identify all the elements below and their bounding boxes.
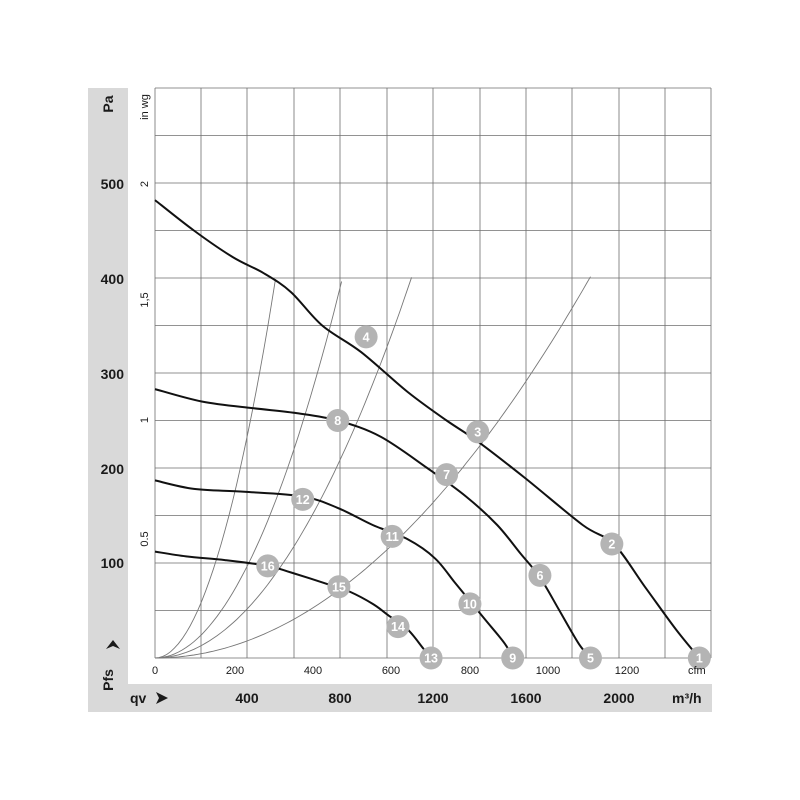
x-tick-400: 400 [235, 690, 259, 706]
marker-10: 10 [458, 592, 482, 616]
axis-ticks: 100 200 300 400 500 0.5 1 1,5 2 0 200 400 600 800 1000… [101, 176, 640, 706]
x2-tick-0: 0 [152, 665, 158, 677]
axis-labels: Pa in wg Pfs qv m³/h cfm [100, 94, 706, 706]
y-tick-500: 500 [101, 176, 125, 192]
fan-curve-2 [154, 388, 592, 659]
marker-circle-4 [354, 325, 378, 349]
flow-axis-label: qv [130, 690, 147, 706]
marker-label-12: 12 [296, 493, 310, 507]
fan-curve-4 [154, 550, 432, 659]
marker-circle-16 [256, 554, 280, 578]
marker-label-3: 3 [474, 425, 481, 439]
marker-circle-11 [380, 524, 404, 548]
marker-label-5: 5 [587, 652, 594, 666]
x2-tick-1000: 1000 [536, 665, 560, 677]
marker-3: 3 [466, 420, 490, 444]
marker-14: 14 [386, 615, 410, 639]
marker-label-9: 9 [509, 652, 516, 666]
x-tick-1200: 1200 [417, 690, 448, 706]
marker-15: 15 [327, 575, 351, 599]
marker-circle-9 [501, 646, 525, 670]
marker-label-2: 2 [608, 538, 615, 552]
marker-circle-13 [419, 646, 443, 670]
marker-label-14: 14 [391, 620, 405, 634]
x2-tick-200: 200 [226, 665, 244, 677]
marker-label-10: 10 [463, 597, 477, 611]
system-curve-3 [154, 281, 343, 659]
marker-4: 4 [354, 325, 378, 349]
pressure-arrow-icon [106, 640, 120, 649]
marker-label-4: 4 [363, 330, 370, 344]
marker-circle-3 [466, 420, 490, 444]
x-axis-unit-label: m³/h [672, 690, 702, 706]
x2-tick-600: 600 [382, 665, 400, 677]
fan-curve-1 [154, 199, 701, 659]
marker-circle-7 [435, 463, 459, 487]
marker-circle-8 [326, 409, 350, 432]
marker-circle-5 [578, 646, 602, 670]
marker-label-13: 13 [424, 652, 438, 666]
y-tick-400: 400 [101, 271, 125, 287]
x2-tick-1200: 1200 [615, 665, 639, 677]
left-axis-band [88, 88, 128, 712]
x-tick-1600: 1600 [510, 690, 541, 706]
marker-2: 2 [600, 532, 624, 556]
x2-tick-400: 400 [304, 665, 322, 677]
chart-grid [154, 87, 712, 659]
marker-5: 5 [578, 646, 602, 670]
marker-circle-14 [386, 615, 410, 639]
marker-circle-6 [528, 563, 552, 587]
y-secondary-unit-label: in wg [139, 94, 151, 120]
system-curve-4 [154, 279, 276, 659]
pressure-label-main: Pfs [100, 669, 116, 691]
marker-circle-12 [291, 487, 315, 511]
marker-label-11: 11 [386, 530, 399, 544]
y2-tick-1: 1 [139, 417, 151, 423]
marker-label-16: 16 [261, 559, 275, 573]
fan-curves [154, 199, 701, 659]
y2-tick-3: 2 [139, 181, 151, 187]
marker-12: 12 [291, 487, 315, 511]
marker-6: 6 [528, 563, 552, 587]
y-tick-100: 100 [101, 555, 125, 571]
marker-9: 9 [501, 646, 525, 670]
marker-8: 8 [326, 409, 350, 432]
fan-curve-3 [154, 479, 514, 659]
marker-16: 16 [256, 554, 280, 578]
marker-label-7: 7 [443, 468, 450, 482]
marker-label-8: 8 [334, 414, 341, 428]
flow-arrow-icon [156, 692, 168, 704]
marker-7: 7 [435, 463, 459, 487]
y-tick-200: 200 [101, 461, 125, 477]
x-tick-2000: 2000 [603, 690, 634, 706]
pressure-axis-label: Pfs [100, 669, 116, 691]
marker-13: 13 [419, 646, 443, 670]
bottom-axis-band [88, 684, 712, 712]
marker-11: 11 [380, 524, 404, 548]
marker-circle-10 [458, 592, 482, 616]
system-curve-1 [155, 276, 591, 659]
x-tick-800: 800 [328, 690, 352, 706]
x-secondary-unit-label: cfm [688, 665, 706, 677]
marker-circle-15 [327, 575, 351, 599]
marker-circle-2 [600, 532, 624, 556]
marker-label-1: 1 [696, 652, 703, 666]
marker-circle-1 [687, 646, 711, 670]
x2-tick-800: 800 [461, 665, 479, 677]
marker-1: 1 [687, 646, 711, 670]
marker-label-15: 15 [332, 580, 346, 594]
system-curve-2 [154, 277, 413, 659]
marker-label-6: 6 [536, 569, 543, 583]
y2-tick-0: 0.5 [139, 531, 151, 546]
y2-tick-2: 1,5 [139, 292, 151, 307]
y-tick-300: 300 [101, 366, 125, 382]
y-axis-unit-label: Pa [100, 95, 116, 112]
